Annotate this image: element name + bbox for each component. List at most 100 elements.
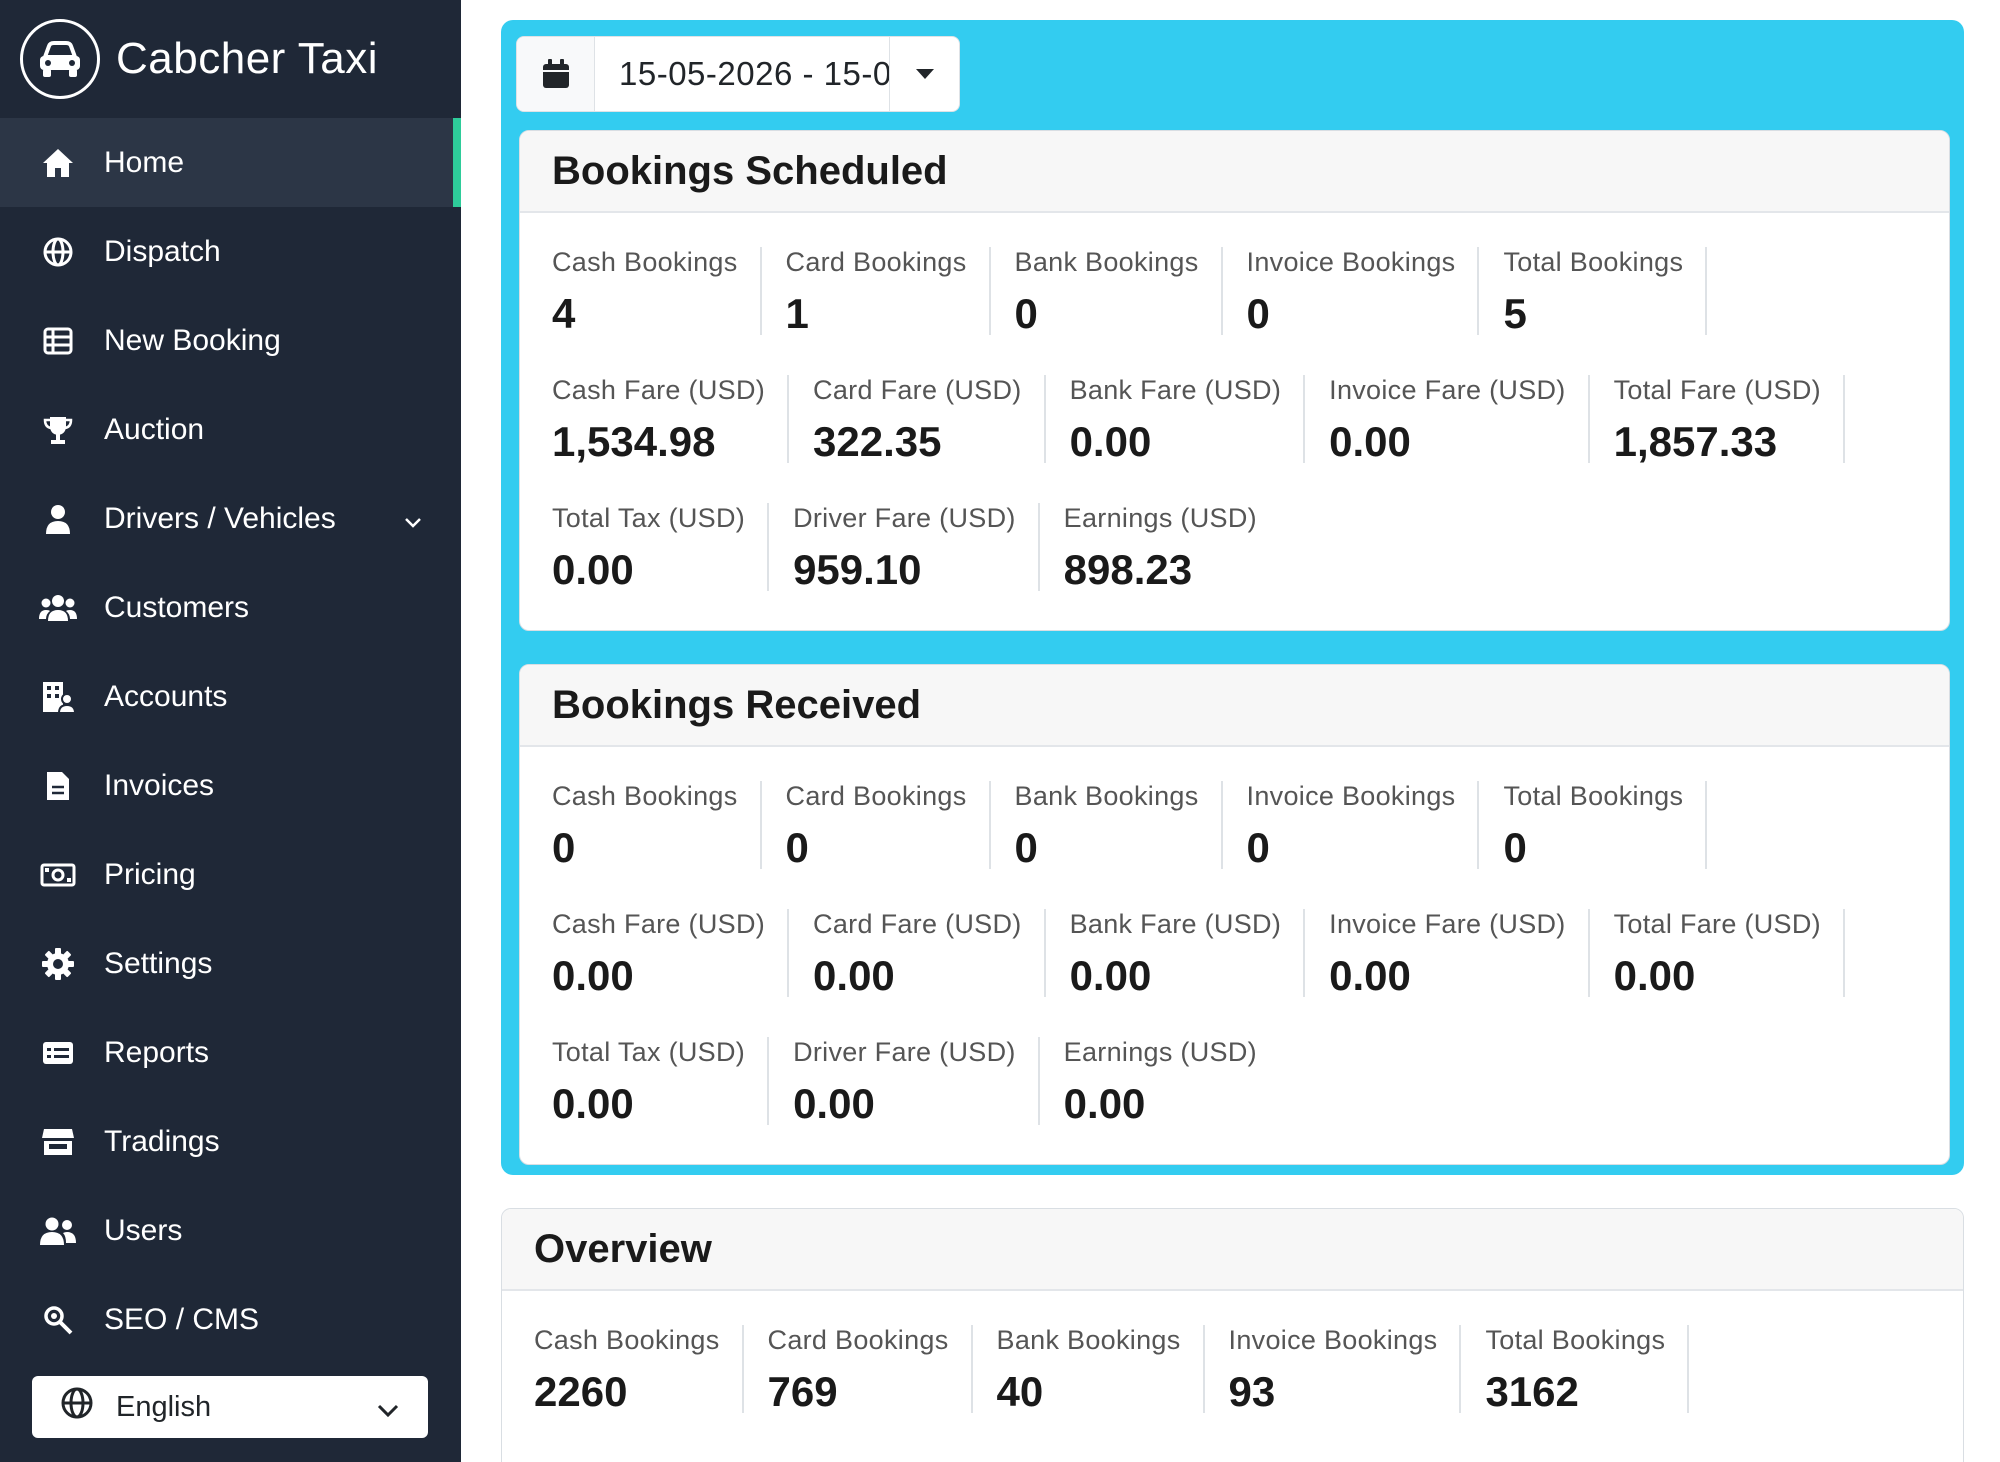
sidebar-item-tradings[interactable]: Tradings xyxy=(0,1097,461,1186)
caret-down-icon[interactable] xyxy=(889,37,959,111)
stat-driver-fare: Driver Fare (USD) 0.00 xyxy=(793,1037,1040,1127)
stat-label: Total Fare (USD) xyxy=(1613,909,1821,939)
chevron-down-icon xyxy=(376,1394,400,1427)
stat-value: 40 xyxy=(996,1368,1044,1415)
car-icon xyxy=(20,19,100,99)
stat-label: Cash Fare (USD) xyxy=(552,909,766,939)
stat-bank-fare: Bank Fare (USD) 0.00 xyxy=(1070,909,1306,999)
invoice-icon xyxy=(38,766,78,806)
stat-earnings: Earnings (USD) 0.00 xyxy=(1063,1037,1279,1127)
card-title: Overview xyxy=(534,1226,712,1271)
brand[interactable]: Cabcher Taxi xyxy=(0,0,461,118)
stat-value: 769 xyxy=(767,1368,838,1415)
stat-label: Total Fare (USD) xyxy=(1613,375,1821,405)
stat-label: Driver Fare (USD) xyxy=(793,503,1016,533)
sidebar-item-users[interactable]: Users xyxy=(0,1186,461,1275)
stat-invoice-fare: Invoice Fare (USD) 0.00 xyxy=(1329,375,1590,465)
sidebar-item-label: Home xyxy=(104,145,185,179)
stat-value: 0.00 xyxy=(552,1080,634,1127)
calendar-icon[interactable] xyxy=(517,37,595,111)
bookings-scheduled-card: Bookings Scheduled Cash Bookings 4 Card B… xyxy=(519,130,1950,631)
bookings-count-row: Cash Bookings 4 Card Bookings 1 Bank Booki… xyxy=(552,247,1917,339)
language-select[interactable]: English xyxy=(32,1376,428,1438)
stat-value: 0.00 xyxy=(1613,952,1696,999)
sidebar-item-dispatch[interactable]: Dispatch xyxy=(0,207,461,296)
sidebar-item-new-booking[interactable]: New Booking xyxy=(0,296,461,385)
card-title: Bookings Received xyxy=(552,682,922,727)
stat-value: 898.23 xyxy=(1063,546,1193,593)
stat-value: 0 xyxy=(1246,824,1270,871)
stat-value: 959.10 xyxy=(793,546,922,593)
tax-earnings-row: Total Tax (USD) 0.00 Driver Fare (USD) 959… xyxy=(552,503,1917,595)
sidebar-item-label: Pricing xyxy=(104,857,196,891)
card-header: Overview xyxy=(502,1209,1963,1291)
chevron-down-icon[interactable] xyxy=(403,504,423,538)
sidebar-item-invoices[interactable]: Invoices xyxy=(0,741,461,830)
stat-card-bookings: Card Bookings 1 xyxy=(785,247,991,337)
stat-value: 0.00 xyxy=(1069,418,1152,465)
sidebar-item-label: New Booking xyxy=(104,323,281,357)
sidebar-item-label: Drivers / Vehicles xyxy=(104,501,336,535)
stat-bank-bookings: Bank Bookings 0 xyxy=(1014,247,1223,337)
stat-value: 93 xyxy=(1228,1368,1276,1415)
stat-total-fare: Total Fare (USD) 1,857.33 xyxy=(1613,375,1845,465)
tax-earnings-row: Total Tax (USD) 0.00 Driver Fare (USD) 0.0… xyxy=(552,1037,1917,1129)
stat-label: Invoice Bookings xyxy=(1228,1325,1438,1355)
stat-value: 0.00 xyxy=(813,952,895,999)
sidebar-item-label: Users xyxy=(104,1213,183,1247)
sidebar-item-customers[interactable]: Customers xyxy=(0,563,461,652)
stat-value: 4 xyxy=(552,290,576,337)
stat-card-fare: Card Fare (USD) 322.35 xyxy=(813,375,1046,465)
stat-label: Invoice Bookings xyxy=(1246,781,1456,811)
date-range-input[interactable]: 15-05-2026 - 15-05-2026 xyxy=(619,55,889,92)
stat-total-bookings: Total Bookings 0 xyxy=(1503,781,1708,871)
stat-label: Invoice Fare (USD) xyxy=(1329,375,1566,405)
money-icon xyxy=(38,855,78,895)
bookings-count-row: Cash Bookings 2260 Card Bookings 769 Bank … xyxy=(534,1325,1931,1417)
report-icon xyxy=(38,1033,78,1073)
stat-label: Earnings (USD) xyxy=(1063,1037,1257,1067)
sidebar-item-label: Dispatch xyxy=(104,234,221,268)
sidebar-item-home[interactable]: Home xyxy=(0,118,461,207)
stat-label: Bank Bookings xyxy=(1014,247,1199,277)
stat-label: Card Fare (USD) xyxy=(813,375,1022,405)
date-range-picker[interactable]: 15-05-2026 - 15-05-2026 xyxy=(516,36,960,112)
users-icon xyxy=(38,1211,78,1251)
stat-value: 1 xyxy=(785,290,809,337)
stat-card-fare: Card Fare (USD) 0.00 xyxy=(813,909,1046,999)
sidebar-item-reports[interactable]: Reports xyxy=(0,1008,461,1097)
stat-label: Total Tax (USD) xyxy=(552,1037,746,1067)
accounts-icon xyxy=(38,677,78,717)
driver-icon xyxy=(38,499,78,539)
sidebar-item-accounts[interactable]: Accounts xyxy=(0,652,461,741)
stat-value: 0 xyxy=(1246,290,1270,337)
stat-value: 0 xyxy=(785,824,809,871)
sidebar-item-auction[interactable]: Auction xyxy=(0,385,461,474)
stat-total-tax: Total Tax (USD) 0.00 xyxy=(552,1037,770,1127)
stat-value: 0 xyxy=(1503,824,1527,871)
sidebar-item-label: Settings xyxy=(104,946,213,980)
sidebar-item-seo-cms[interactable]: SEO / CMS xyxy=(0,1275,461,1364)
stat-driver-fare: Driver Fare (USD) 959.10 xyxy=(793,503,1040,593)
stat-value: 0 xyxy=(552,824,576,871)
list-icon xyxy=(38,321,78,361)
sidebar-item-label: Auction xyxy=(104,412,205,446)
stat-bank-bookings: Bank Bookings 0 xyxy=(1015,781,1223,871)
bookings-received-card: Bookings Received Cash Bookings 0 Card Bo… xyxy=(519,664,1950,1165)
sidebar-item-pricing[interactable]: Pricing xyxy=(0,830,461,919)
sidebar-item-drivers-vehicles[interactable]: Drivers / Vehicles xyxy=(0,474,461,563)
sidebar-item-label: Accounts xyxy=(104,679,228,713)
sidebar-item-settings[interactable]: Settings xyxy=(0,919,461,1008)
stat-value: 0.00 xyxy=(552,546,634,593)
stat-total-bookings: Total Bookings 5 xyxy=(1503,247,1708,337)
stat-cash-bookings: Cash Bookings 0 xyxy=(552,781,762,871)
stat-value: 0.00 xyxy=(1063,1080,1146,1127)
stat-label: Invoice Fare (USD) xyxy=(1329,909,1566,939)
stat-card-bookings: Card Bookings 0 xyxy=(785,781,991,871)
stat-total-bookings: Total Bookings 3162 xyxy=(1485,1325,1690,1415)
stat-cash-bookings: Cash Bookings 2260 xyxy=(534,1325,744,1415)
fares-row: Cash Fare (USD) 1,534.98 Card Fare (USD) 3… xyxy=(552,375,1917,467)
stat-total-fare: Total Fare (USD) 0.00 xyxy=(1613,909,1845,999)
sidebar-nav: Home Dispatch New Booking Auction Driver… xyxy=(0,118,461,1364)
stat-invoice-bookings: Invoice Bookings 0 xyxy=(1246,247,1480,337)
